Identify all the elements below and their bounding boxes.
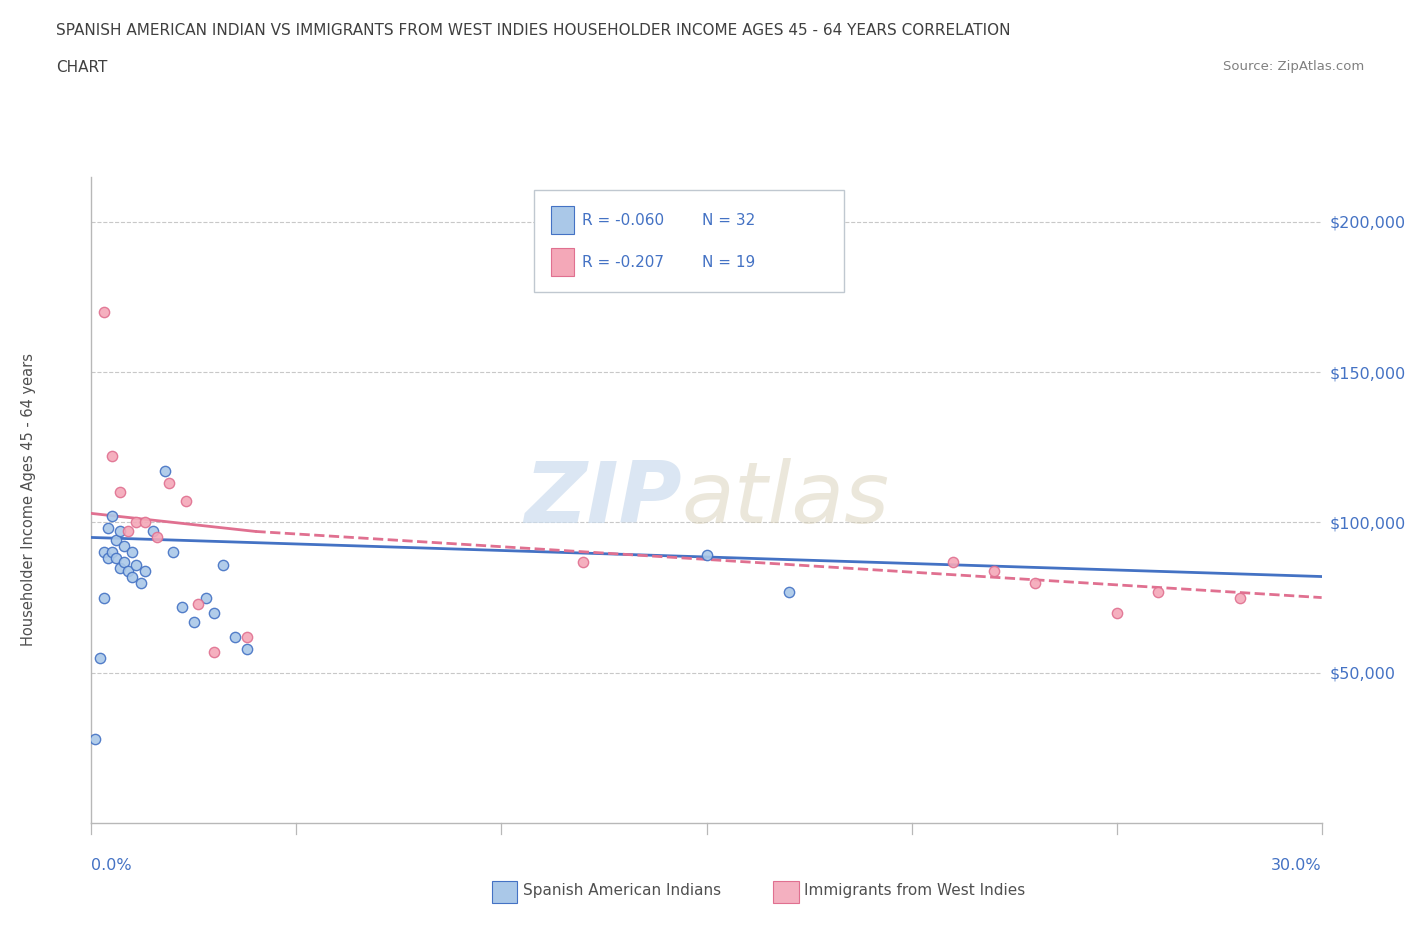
Point [572,554,595,569]
Point [778,584,800,599]
Point [236,642,259,657]
Point [695,548,717,563]
Point [125,557,148,572]
Point [117,563,139,578]
Point [157,476,180,491]
Point [174,494,197,509]
Point [134,563,156,578]
Text: Source: ZipAtlas.com: Source: ZipAtlas.com [1223,60,1364,73]
Point [117,524,139,538]
Point [112,554,135,569]
Point [211,557,233,572]
Point [108,560,131,575]
Point [101,509,124,524]
Text: R = -0.207: R = -0.207 [582,255,664,270]
Point [105,551,127,566]
Point [93,591,115,605]
Point [121,545,143,560]
Point [1146,584,1168,599]
Point [236,630,259,644]
Point [146,530,169,545]
Point [129,575,152,590]
Point [84,731,107,746]
Point [195,591,218,605]
Text: 0.0%: 0.0% [91,858,132,873]
Point [105,533,127,548]
Point [93,545,115,560]
Point [162,545,184,560]
Text: ZIP: ZIP [524,458,682,541]
Point [224,630,246,644]
Point [1024,575,1046,590]
Text: Spanish American Indians: Spanish American Indians [523,884,721,898]
Point [1105,605,1128,620]
Point [101,545,124,560]
Text: R = -0.060: R = -0.060 [582,213,664,228]
Point [125,515,148,530]
Text: Immigrants from West Indies: Immigrants from West Indies [804,884,1025,898]
Point [170,599,193,614]
Point [134,515,156,530]
Point [108,524,131,538]
Point [97,521,120,536]
Point [101,449,124,464]
Text: SPANISH AMERICAN INDIAN VS IMMIGRANTS FROM WEST INDIES HOUSEHOLDER INCOME AGES 4: SPANISH AMERICAN INDIAN VS IMMIGRANTS FR… [56,23,1011,38]
Point [112,539,135,554]
Point [187,596,209,611]
Point [983,563,1005,578]
Point [202,644,225,659]
Text: atlas: atlas [682,458,890,541]
Point [108,485,131,499]
Point [89,650,111,665]
Text: N = 32: N = 32 [702,213,755,228]
Text: Householder Income Ages 45 - 64 years: Householder Income Ages 45 - 64 years [21,353,35,646]
Text: 30.0%: 30.0% [1271,858,1322,873]
Point [142,524,165,538]
Point [202,605,225,620]
Point [942,554,965,569]
Text: CHART: CHART [56,60,108,75]
Point [93,304,115,319]
Point [153,464,177,479]
Point [97,551,120,566]
Point [121,569,143,584]
Text: N = 19: N = 19 [702,255,755,270]
Point [183,614,205,629]
Point [1229,591,1251,605]
